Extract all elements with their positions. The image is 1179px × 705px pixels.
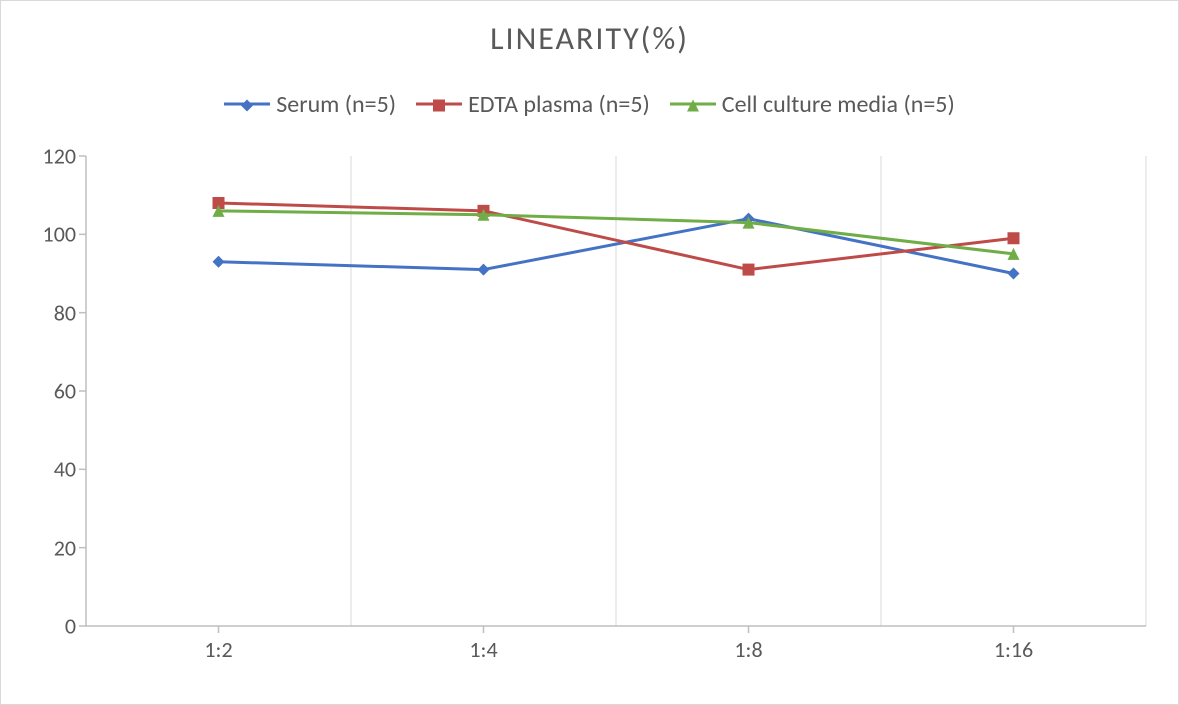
chart-title: LINEARITY(%)	[1, 19, 1178, 58]
data-point	[1008, 268, 1020, 280]
x-tick-label: 1:16	[974, 636, 1054, 663]
y-tick-label: 120	[16, 143, 76, 170]
data-point	[478, 264, 490, 276]
linearity-chart: LINEARITY(%) Serum (n=5) EDTA plasma (n=5…	[0, 0, 1179, 705]
data-point	[1008, 232, 1020, 244]
square-marker-icon	[416, 97, 462, 111]
x-tick-label: 1:2	[179, 636, 259, 663]
x-tick-label: 1:8	[709, 636, 789, 663]
y-tick-label: 60	[16, 378, 76, 405]
y-tick-label: 80	[16, 299, 76, 326]
legend-item: Cell culture media (n=5)	[670, 90, 955, 119]
y-tick-label: 20	[16, 534, 76, 561]
legend: Serum (n=5) EDTA plasma (n=5) Cell culture…	[1, 89, 1178, 119]
y-tick-label: 100	[16, 221, 76, 248]
triangle-marker-icon	[670, 97, 716, 111]
legend-item: EDTA plasma (n=5)	[416, 90, 650, 119]
data-point	[743, 264, 755, 276]
legend-label: Cell culture media (n=5)	[722, 90, 955, 119]
y-tick-label: 40	[16, 456, 76, 483]
plot-svg	[86, 156, 1146, 626]
legend-item: Serum (n=5)	[224, 90, 396, 119]
data-point	[213, 256, 225, 268]
diamond-marker-icon	[224, 97, 270, 111]
legend-label: EDTA plasma (n=5)	[468, 90, 650, 119]
x-tick-label: 1:4	[444, 636, 524, 663]
y-tick-label: 0	[16, 613, 76, 640]
legend-label: Serum (n=5)	[276, 90, 396, 119]
plot-area: 0204060801001201:21:41:81:16	[86, 156, 1146, 626]
